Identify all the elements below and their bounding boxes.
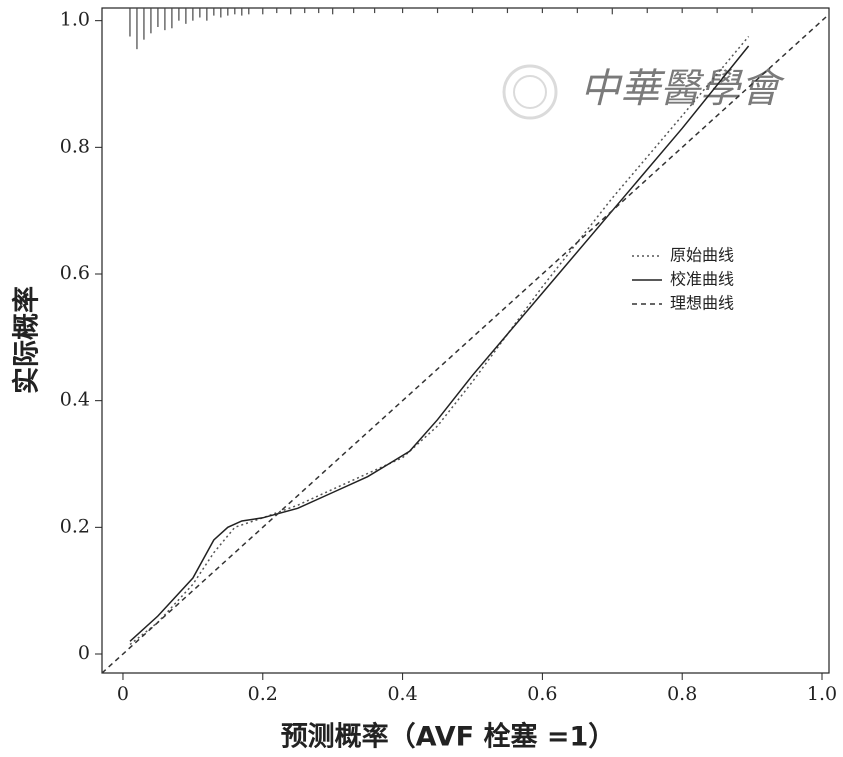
x-tick-label: 0.2 <box>248 683 278 705</box>
x-tick-label: 0.4 <box>387 683 417 705</box>
y-tick-label: 0 <box>78 642 90 664</box>
y-tick-label: 1.0 <box>60 9 90 31</box>
watermark: 中華醫學會 <box>580 66 785 112</box>
series-line <box>129 36 750 646</box>
x-tick-label: 1.0 <box>807 683 837 705</box>
legend-label: 原始曲线 <box>670 246 734 265</box>
y-axis-title: 实际概率 <box>11 286 43 394</box>
legend-label: 理想曲线 <box>670 294 734 313</box>
x-tick-label: 0.8 <box>667 683 697 705</box>
y-tick-label: 0.6 <box>60 262 90 284</box>
series-line <box>129 45 750 642</box>
y-tick-label: 0.4 <box>60 389 90 411</box>
watermark-logo <box>502 64 558 120</box>
plot-frame <box>101 7 830 674</box>
y-tick-label: 0.8 <box>60 135 90 157</box>
x-tick-label: 0 <box>117 683 129 705</box>
y-tick-label: 0.2 <box>60 515 90 537</box>
legend-label: 校准曲线 <box>670 270 734 289</box>
x-tick-label: 0.6 <box>527 683 557 705</box>
x-axis-title: 预测概率（AVF 栓塞 =1） <box>281 721 616 753</box>
series-line <box>101 13 830 674</box>
